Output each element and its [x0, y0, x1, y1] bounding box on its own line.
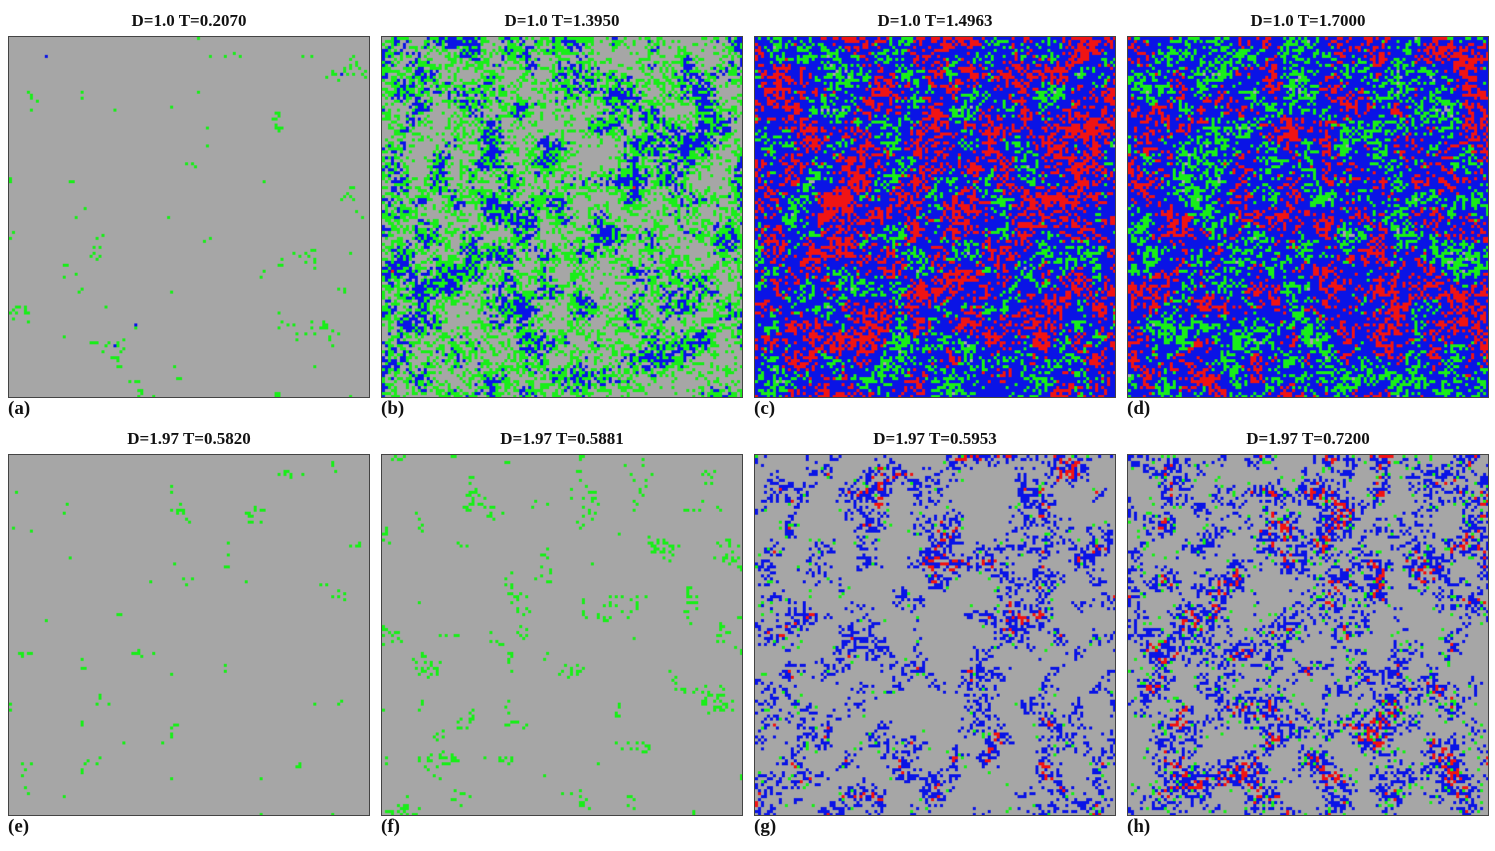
lattice-snapshot [754, 454, 1116, 816]
panel-label: (a) [8, 398, 31, 419]
panel-label: (c) [754, 398, 776, 419]
lattice-snapshot [754, 36, 1116, 398]
panel-e: D=1.97 T=0.5820 (e) [8, 424, 370, 838]
lattice-snapshot [381, 36, 743, 398]
panel-a: D=1.0 T=0.2070 (a) [8, 6, 370, 420]
panel-title: D=1.0 T=0.2070 [131, 11, 247, 30]
panel-h: D=1.97 T=0.7200 (h) [1127, 424, 1489, 838]
panel-title: D=1.97 T=0.5881 [500, 429, 624, 448]
panel-g: D=1.97 T=0.5953 (g) [754, 424, 1116, 838]
lattice-snapshot [381, 454, 743, 816]
panel-b: D=1.0 T=1.3950 (b) [381, 6, 743, 420]
panel-f: D=1.97 T=0.5881 (f) [381, 424, 743, 838]
panel-label: (f) [381, 816, 400, 837]
panel-label: (d) [1127, 398, 1151, 419]
panel-label: (e) [8, 816, 30, 837]
panel-label: (b) [381, 398, 405, 419]
panel-c: D=1.0 T=1.4963 (c) [754, 6, 1116, 420]
lattice-snapshot [8, 454, 370, 816]
panel-title: D=1.0 T=1.3950 [504, 11, 620, 30]
panel-title: D=1.97 T=0.5953 [873, 429, 997, 448]
lattice-snapshot [8, 36, 370, 398]
lattice-snapshot [1127, 454, 1489, 816]
panel-title: D=1.0 T=1.4963 [877, 11, 993, 30]
panel-d: D=1.0 T=1.7000 (d) [1127, 6, 1489, 420]
panel-label: (g) [754, 816, 777, 837]
lattice-snapshot [1127, 36, 1489, 398]
panel-title: D=1.97 T=0.7200 [1246, 429, 1370, 448]
panel-label: (h) [1127, 816, 1151, 837]
panel-title: D=1.97 T=0.5820 [127, 429, 251, 448]
panel-title: D=1.0 T=1.7000 [1250, 11, 1366, 30]
